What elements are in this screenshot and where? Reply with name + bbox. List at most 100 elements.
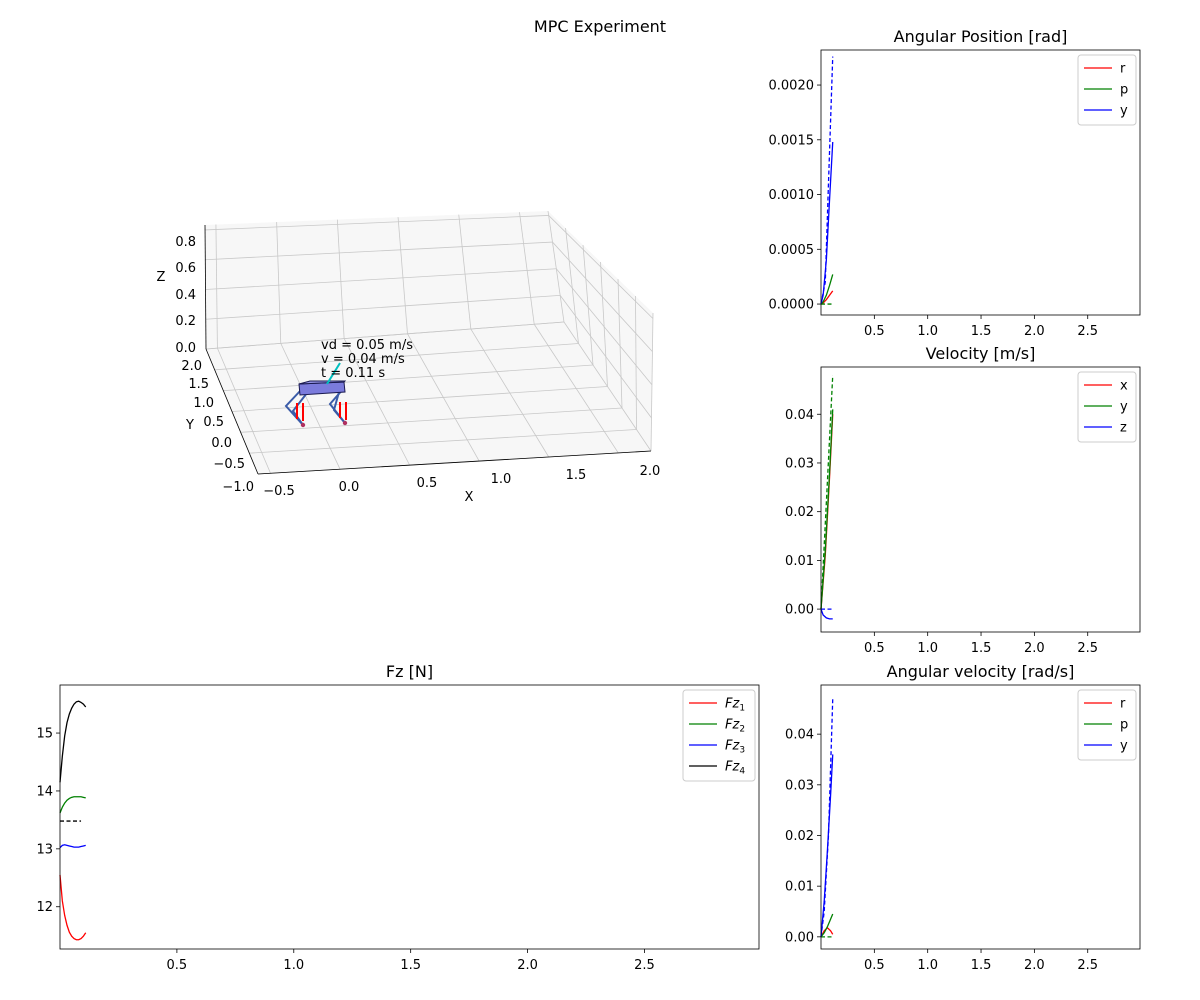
y-tick-label: 0.0010 bbox=[769, 188, 815, 203]
legend-label-main: Fz bbox=[725, 697, 740, 712]
x-tick-label: 0.5 bbox=[864, 958, 885, 973]
chart-fz: Fz [N]0.5 1.0 1.5 2.0 2.512131415Fz1Fz2Fz3Fz… bbox=[36, 662, 760, 973]
legend-label: y bbox=[1120, 400, 1128, 415]
x-axis-label: X bbox=[465, 490, 474, 505]
y-tick-label: 0.01 bbox=[785, 880, 814, 895]
legend-label-sub: 3 bbox=[739, 746, 745, 756]
x-tick-label: 1.0 bbox=[917, 958, 938, 973]
x-tick-label: 2.0 bbox=[1024, 324, 1045, 339]
legend-box bbox=[1077, 54, 1137, 126]
grid-line bbox=[559, 295, 652, 419]
grid-line bbox=[214, 343, 579, 371]
y-tick-label: 0.0020 bbox=[769, 79, 815, 94]
y-tick-label: 1.0 bbox=[193, 396, 214, 411]
y-tick-label: 0.0 bbox=[211, 436, 232, 451]
y-tick-label: 2.0 bbox=[181, 359, 202, 374]
x-tick-label: 0.5 bbox=[864, 324, 885, 339]
legend-label-main: Fz bbox=[725, 760, 740, 775]
legend-label: Fz4 bbox=[725, 760, 745, 777]
y-tick-label: 0.03 bbox=[785, 456, 814, 471]
z-axis-label: Z bbox=[157, 270, 166, 285]
y-tick-label: 0.5 bbox=[203, 415, 224, 430]
scene-3d: −0.5 0.0 0.5 1.0 1.5 2.0X2.01.51.00.50.0−0.5−… bbox=[157, 210, 661, 505]
series-line-Fz2 bbox=[59, 796, 86, 814]
legend: xyz bbox=[1077, 371, 1137, 443]
y-tick-label: 0.0000 bbox=[769, 298, 815, 313]
x-tick-label: 2.0 bbox=[1024, 641, 1045, 656]
x-tick-label: 1.5 bbox=[566, 468, 587, 483]
y-tick-label: 0.01 bbox=[785, 554, 814, 569]
y-axis-line bbox=[205, 348, 259, 475]
legend-label-main: Fz bbox=[725, 718, 740, 733]
grid-line bbox=[547, 210, 565, 323]
axes-frame bbox=[820, 684, 1141, 950]
x-tick-label: 1.0 bbox=[491, 472, 512, 487]
series-line-y bbox=[820, 141, 834, 305]
legend-box bbox=[682, 689, 756, 782]
y-axis-label: Y bbox=[185, 418, 194, 433]
legend-label: z bbox=[1120, 421, 1127, 436]
legend-box bbox=[1077, 371, 1137, 443]
legend-label: y bbox=[1120, 104, 1128, 119]
grid-line bbox=[231, 386, 608, 412]
robot-leg bbox=[291, 392, 308, 426]
quadruped-robot bbox=[284, 362, 348, 428]
series-line-Fz1 bbox=[59, 874, 87, 941]
x-tick-label: 2.0 bbox=[640, 464, 661, 479]
chart-title: Velocity [m/s] bbox=[926, 344, 1036, 363]
z-axis-line bbox=[204, 224, 207, 350]
legend-label-sub: 1 bbox=[739, 704, 745, 714]
x-tick-label: 0.0 bbox=[339, 480, 360, 495]
y-tick-label: 0.0005 bbox=[769, 243, 815, 258]
right-pane bbox=[548, 211, 653, 451]
y-tick-label: −0.5 bbox=[213, 457, 245, 472]
y-tick-label: 14 bbox=[36, 784, 53, 799]
legend: rpy bbox=[1077, 54, 1137, 126]
chart-vel: Velocity [m/s] 0.5 1.0 1.5 2.0 2.5 0.00 0.01 0.0… bbox=[785, 344, 1141, 656]
z-tick-label: 0.2 bbox=[175, 314, 196, 329]
scene-annotation: vd = 0.05 m/s bbox=[321, 338, 413, 353]
z-tick-label: 0.0 bbox=[175, 341, 196, 356]
y-tick-label: 0.00 bbox=[785, 603, 814, 618]
grid-line bbox=[205, 268, 557, 290]
grid-line bbox=[205, 241, 553, 261]
legend-label: p bbox=[1120, 83, 1128, 98]
y-tick-label: 0.04 bbox=[785, 728, 814, 743]
legend-box bbox=[1077, 689, 1137, 761]
y-tick-label: 15 bbox=[36, 727, 53, 742]
grid-line bbox=[205, 321, 565, 350]
chart-angpos: Angular Position [rad] 0.5 1.0 1.5 2.0 2.5 0.0… bbox=[769, 27, 1141, 339]
x-tick-label: 2.0 bbox=[1024, 958, 1045, 973]
grid-line bbox=[552, 241, 653, 352]
z-tick-label: 0.8 bbox=[175, 235, 196, 250]
x-tick-label: 1.5 bbox=[971, 958, 992, 973]
x-tick-label: 0.5 bbox=[167, 958, 188, 973]
grid-line bbox=[336, 219, 345, 339]
grid-line bbox=[215, 224, 218, 349]
grid-line bbox=[276, 222, 282, 344]
legend-label-sub: 4 bbox=[739, 767, 745, 777]
axes-frame bbox=[59, 684, 760, 950]
x-tick-label: 1.5 bbox=[971, 641, 992, 656]
axes-frame bbox=[820, 49, 1141, 316]
x-tick-label: 1.0 bbox=[917, 641, 938, 656]
scene-annotation: t = 0.11 s bbox=[321, 366, 385, 381]
legend: rpy bbox=[1077, 689, 1137, 761]
series-line-reference-3 bbox=[820, 56, 834, 305]
series-line-y bbox=[820, 754, 834, 937]
axes-frame bbox=[820, 366, 1141, 633]
y-tick-label: 13 bbox=[36, 842, 53, 857]
grid-line bbox=[600, 261, 608, 387]
x-tick-label: 2.5 bbox=[1077, 324, 1098, 339]
x-tick-label: 0.5 bbox=[864, 641, 885, 656]
figure-title: MPC Experiment bbox=[533, 17, 667, 36]
floor-pane bbox=[206, 322, 651, 474]
grid-line bbox=[650, 312, 654, 452]
chart-title: Angular velocity [rad/s] bbox=[887, 662, 1075, 681]
grid-line bbox=[205, 215, 549, 231]
x-tick-label: 1.5 bbox=[971, 324, 992, 339]
legend-label-sub: 2 bbox=[739, 725, 745, 735]
grid-line bbox=[240, 407, 623, 433]
